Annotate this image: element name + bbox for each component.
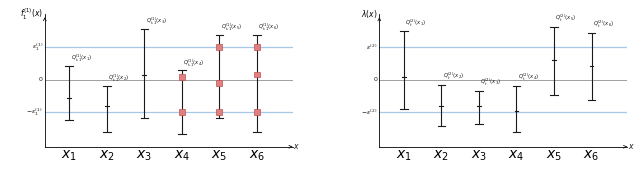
Text: $Q_{t,1}^{(1)}(x_4)$: $Q_{t,1}^{(1)}(x_4)$ — [183, 57, 205, 68]
Text: $Q_{t}^{(2)}(x_3)$: $Q_{t}^{(2)}(x_3)$ — [481, 77, 502, 88]
Text: $x$: $x$ — [293, 142, 300, 151]
Text: $x$: $x$ — [628, 142, 635, 151]
Bar — [179, 109, 185, 115]
Text: $\epsilon_1^{(1)}$: $\epsilon_1^{(1)}$ — [31, 42, 43, 53]
Text: $Q_{t,1}^{(1)}(x_5)$: $Q_{t,1}^{(1)}(x_5)$ — [221, 22, 242, 32]
Text: $Q_{t}^{(2)}(x_4)$: $Q_{t}^{(2)}(x_4)$ — [518, 72, 539, 83]
Bar — [254, 72, 260, 78]
Text: $Q_{t}^{(2)}(x_1)$: $Q_{t}^{(2)}(x_1)$ — [405, 17, 426, 29]
Text: $Q_{t,1}^{(1)}(x_6)$: $Q_{t,1}^{(1)}(x_6)$ — [259, 22, 280, 32]
Text: $-\epsilon_1^{(1)}$: $-\epsilon_1^{(1)}$ — [26, 106, 43, 118]
Bar — [216, 80, 223, 86]
Y-axis label: $f_1^{(1)}(x)$: $f_1^{(1)}(x)$ — [20, 7, 44, 22]
Text: $Q_{t,1}^{(1)}(x_3)$: $Q_{t,1}^{(1)}(x_3)$ — [146, 15, 167, 26]
Bar — [216, 109, 223, 115]
Text: $-\epsilon^{(2)}$: $-\epsilon^{(2)}$ — [361, 107, 378, 117]
Y-axis label: $\lambda(x)$: $\lambda(x)$ — [362, 8, 378, 20]
Text: 0: 0 — [374, 77, 378, 82]
Bar — [179, 74, 185, 80]
Bar — [216, 44, 223, 50]
Text: $Q_{t,1}^{(1)}(x_1)$: $Q_{t,1}^{(1)}(x_1)$ — [70, 53, 92, 63]
Text: $Q_{t,1}^{(1)}(x_2)$: $Q_{t,1}^{(1)}(x_2)$ — [108, 73, 129, 83]
Bar — [254, 44, 260, 50]
Text: $Q_{t}^{(2)}(x_6)$: $Q_{t}^{(2)}(x_6)$ — [593, 19, 614, 30]
Text: 0: 0 — [39, 77, 43, 82]
Text: $Q_{t}^{(2)}(x_2)$: $Q_{t}^{(2)}(x_2)$ — [443, 71, 464, 82]
Text: $Q_{t}^{(2)}(x_5)$: $Q_{t}^{(2)}(x_5)$ — [556, 13, 577, 24]
Text: $\epsilon^{(2)}$: $\epsilon^{(2)}$ — [366, 43, 378, 52]
Bar — [254, 109, 260, 115]
